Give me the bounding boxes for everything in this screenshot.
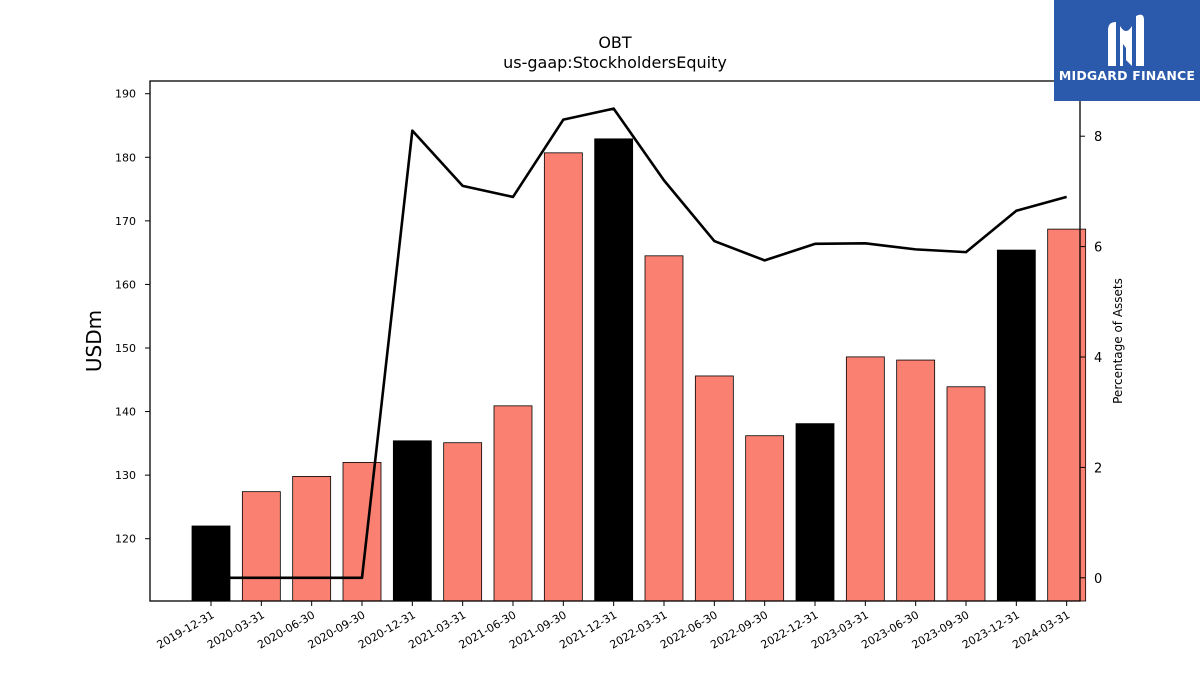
y-tick-label: 170 (115, 215, 136, 228)
bar (745, 435, 785, 602)
bar (896, 359, 936, 602)
y2-tick-label: 0 (1094, 572, 1102, 587)
y-tick-label: 190 (115, 88, 136, 101)
bar (392, 440, 432, 602)
chart-title: OBT (598, 33, 632, 52)
y2-tick-label: 6 (1094, 241, 1102, 256)
y-axis-label: USDm (82, 310, 106, 372)
y2-tick-label: 4 (1094, 351, 1102, 366)
x-tick-label: 2024-03-31 (1010, 608, 1072, 651)
bar (644, 255, 684, 602)
bar (1047, 228, 1087, 602)
bar-series (191, 138, 1087, 602)
bar (543, 152, 583, 602)
percentage-line (211, 107, 1068, 580)
y-tick-label: 140 (115, 406, 136, 419)
y-tick-label: 120 (115, 533, 136, 546)
logo: MIDGARD FINANCE (1054, 0, 1200, 101)
y2-tick-label: 2 (1094, 461, 1102, 476)
bar (594, 138, 634, 602)
bar (443, 442, 483, 602)
logo-text: MIDGARD FINANCE (1058, 68, 1196, 83)
bar (694, 375, 734, 602)
bar (795, 423, 835, 602)
bar (996, 249, 1036, 602)
plot-frame (149, 80, 1081, 602)
y-tick-label: 160 (115, 278, 136, 291)
bar (292, 476, 332, 602)
bar (845, 356, 885, 602)
bar (493, 405, 533, 602)
chart-subtitle: us-gaap:StockholdersEquity (503, 53, 727, 72)
midgard-logo-icon (1108, 14, 1144, 67)
y-tick-label: 180 (115, 151, 136, 164)
y-tick-label: 130 (115, 469, 136, 482)
bar (191, 525, 231, 602)
y2-axis-label: Percentage of Assets (1111, 278, 1125, 404)
bar (241, 491, 281, 602)
y-tick-label: 150 (115, 342, 136, 355)
bar (946, 386, 986, 602)
line-series (211, 107, 1068, 580)
y2-tick-label: 8 (1094, 130, 1102, 145)
bar (342, 462, 382, 602)
